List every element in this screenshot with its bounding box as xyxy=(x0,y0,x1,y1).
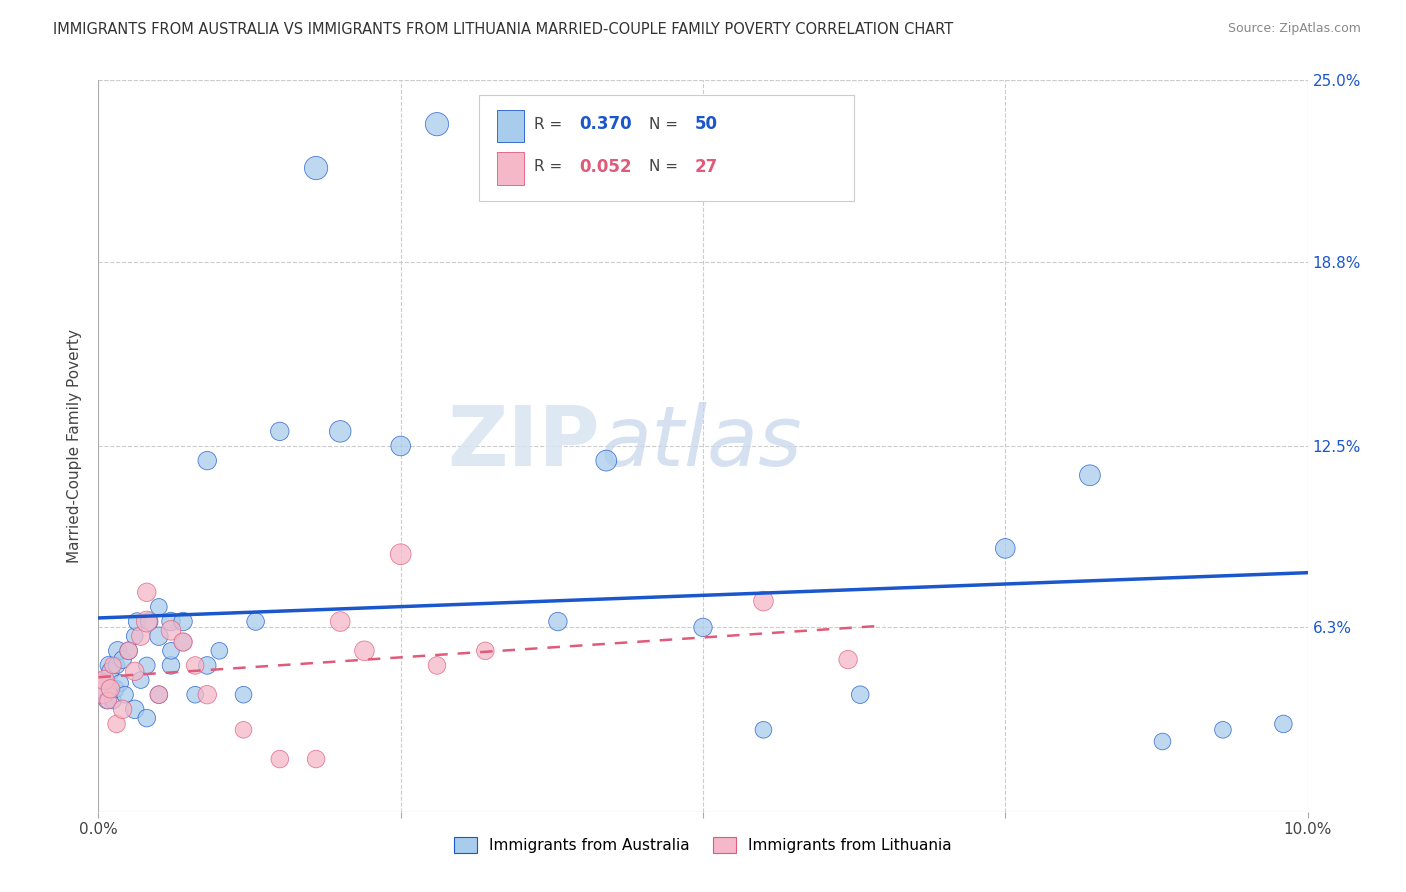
Point xyxy=(118,644,141,658)
Point xyxy=(172,635,194,649)
Text: N =: N = xyxy=(648,159,682,174)
Point xyxy=(124,702,146,716)
Point xyxy=(208,644,231,658)
Point xyxy=(160,644,183,658)
Point xyxy=(305,752,328,766)
Point xyxy=(91,681,114,696)
Bar xyxy=(498,152,524,185)
Point xyxy=(692,620,714,634)
Point xyxy=(148,599,170,614)
Point xyxy=(97,693,120,707)
Point xyxy=(135,615,157,629)
Point xyxy=(172,615,194,629)
Point xyxy=(138,615,160,629)
Text: 0.370: 0.370 xyxy=(579,115,633,133)
Point xyxy=(127,615,149,629)
Point xyxy=(389,439,412,453)
Point xyxy=(269,425,291,439)
Point xyxy=(107,644,129,658)
Point xyxy=(160,658,183,673)
Point xyxy=(114,688,136,702)
Text: ZIP: ZIP xyxy=(447,401,600,483)
Point xyxy=(129,629,152,643)
Text: 50: 50 xyxy=(695,115,717,133)
Point xyxy=(93,673,115,687)
Point xyxy=(353,644,375,658)
Point xyxy=(135,711,157,725)
Point xyxy=(93,673,115,687)
Point xyxy=(232,723,254,737)
Point xyxy=(837,652,859,666)
Text: R =: R = xyxy=(534,159,567,174)
Point xyxy=(426,658,449,673)
Point xyxy=(195,688,218,702)
Point xyxy=(184,658,207,673)
Point xyxy=(96,693,118,707)
Point xyxy=(486,117,509,131)
Text: IMMIGRANTS FROM AUSTRALIA VS IMMIGRANTS FROM LITHUANIA MARRIED-COUPLE FAMILY POV: IMMIGRANTS FROM AUSTRALIA VS IMMIGRANTS … xyxy=(53,22,953,37)
Text: atlas: atlas xyxy=(600,401,801,483)
Text: 0.052: 0.052 xyxy=(579,158,633,176)
Point xyxy=(305,161,328,175)
Point xyxy=(124,665,146,679)
Point xyxy=(111,652,134,666)
Point xyxy=(474,644,496,658)
Point xyxy=(105,717,128,731)
Point xyxy=(994,541,1017,556)
Point xyxy=(105,658,128,673)
Point xyxy=(752,594,775,608)
Legend: Immigrants from Australia, Immigrants from Lithuania: Immigrants from Australia, Immigrants fr… xyxy=(449,830,957,859)
Bar xyxy=(498,110,524,143)
Point xyxy=(1078,468,1101,483)
Point xyxy=(329,425,352,439)
Point xyxy=(118,644,141,658)
Point xyxy=(269,752,291,766)
Point xyxy=(232,688,254,702)
Point xyxy=(148,688,170,702)
Point xyxy=(91,681,114,696)
Point xyxy=(595,453,617,467)
Point xyxy=(160,624,183,638)
Text: Source: ZipAtlas.com: Source: ZipAtlas.com xyxy=(1227,22,1361,36)
Point xyxy=(100,665,122,679)
Point xyxy=(752,723,775,737)
Point xyxy=(98,658,121,673)
Point xyxy=(195,658,218,673)
Point xyxy=(100,681,122,696)
Point xyxy=(160,615,183,629)
Point xyxy=(111,702,134,716)
Point xyxy=(101,658,124,673)
Point xyxy=(195,453,218,467)
Point xyxy=(1272,717,1295,731)
Point xyxy=(135,658,157,673)
FancyBboxPatch shape xyxy=(479,95,855,201)
Point xyxy=(148,688,170,702)
Text: N =: N = xyxy=(648,117,682,132)
Point xyxy=(1152,734,1174,748)
Y-axis label: Married-Couple Family Poverty: Married-Couple Family Poverty xyxy=(67,329,83,563)
Text: R =: R = xyxy=(534,117,567,132)
Point xyxy=(245,615,267,629)
Point xyxy=(148,629,170,643)
Point xyxy=(1212,723,1234,737)
Point xyxy=(426,117,449,131)
Text: 27: 27 xyxy=(695,158,718,176)
Point xyxy=(135,585,157,599)
Point xyxy=(129,673,152,687)
Point xyxy=(108,676,131,690)
Point xyxy=(849,688,872,702)
Point xyxy=(104,681,127,696)
Point xyxy=(547,615,569,629)
Point xyxy=(389,547,412,561)
Point xyxy=(184,688,207,702)
Point xyxy=(172,635,194,649)
Point xyxy=(124,629,146,643)
Point xyxy=(329,615,352,629)
Point xyxy=(101,693,124,707)
